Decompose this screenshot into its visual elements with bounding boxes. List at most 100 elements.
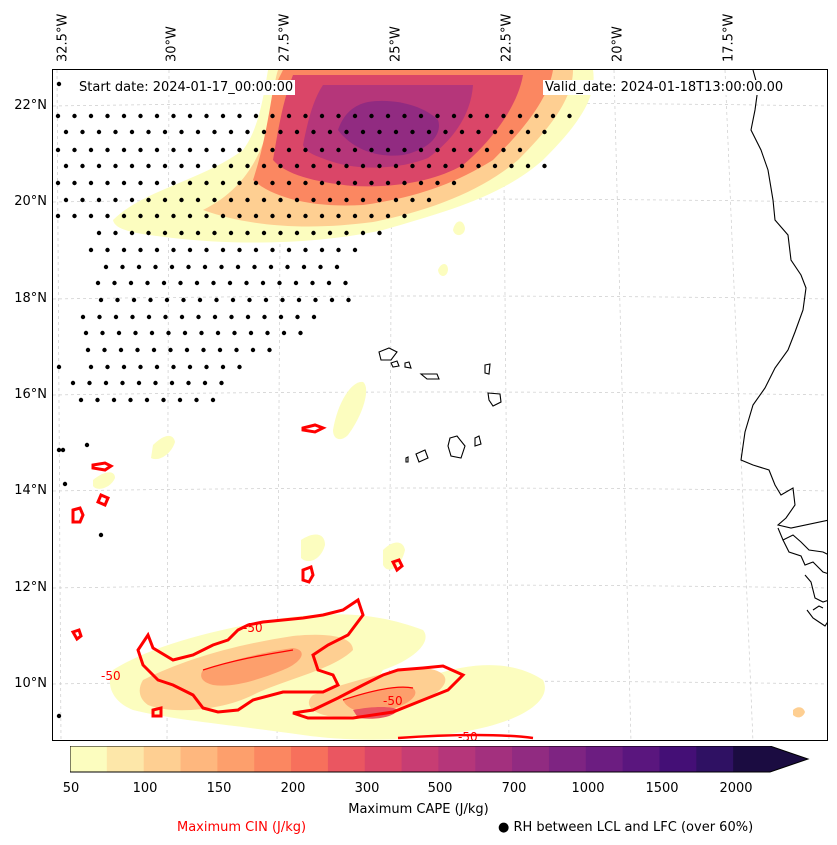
rh-dot bbox=[435, 147, 440, 153]
rh-dot bbox=[210, 397, 216, 403]
colorbar-tick: 1000 bbox=[571, 781, 605, 796]
colorbar-tick: 150 bbox=[206, 781, 232, 796]
rh-dot bbox=[187, 147, 193, 153]
rh-dot bbox=[195, 197, 201, 203]
colorbar-segment bbox=[585, 746, 624, 772]
rh-dot bbox=[169, 264, 175, 270]
colorbar-segment bbox=[106, 746, 145, 772]
rh-dot bbox=[270, 180, 275, 186]
rh-dot bbox=[352, 247, 358, 253]
rh-dot bbox=[352, 180, 358, 186]
rh-dot bbox=[171, 213, 176, 219]
rh-dot bbox=[96, 197, 102, 203]
rh-dot bbox=[129, 197, 135, 203]
rh-dot bbox=[80, 314, 86, 320]
rh-dot bbox=[237, 247, 242, 253]
rh-dot bbox=[138, 364, 143, 370]
rh-dot bbox=[311, 230, 316, 236]
rh-dot bbox=[311, 314, 317, 320]
rh-dot bbox=[88, 247, 94, 253]
rh-dot bbox=[237, 113, 242, 119]
rh-dot bbox=[212, 314, 218, 320]
start-date-label: Start date: 2024-01-17_00:00:00 bbox=[77, 80, 296, 95]
rh-dot bbox=[111, 397, 117, 403]
map-canvas: -50 -50 -50 -50 bbox=[53, 70, 827, 740]
lat-label-18n: 18°N bbox=[14, 291, 47, 306]
rh-dot bbox=[212, 129, 217, 135]
rh-dot bbox=[270, 113, 275, 119]
rh-dot bbox=[146, 197, 151, 203]
rh-dot bbox=[252, 264, 257, 270]
rh-dot bbox=[303, 247, 308, 253]
lon-label-20w: 20°W bbox=[610, 26, 626, 62]
rh-dot bbox=[393, 129, 399, 135]
rh-dot bbox=[120, 380, 125, 386]
rh-dot bbox=[468, 147, 473, 153]
rh-dot bbox=[426, 163, 432, 169]
rh-dot bbox=[154, 147, 160, 153]
rh-dot bbox=[194, 397, 199, 403]
rh-dot bbox=[63, 197, 69, 203]
rh-dot bbox=[451, 147, 457, 153]
rh-dot bbox=[154, 247, 160, 253]
rh-dot bbox=[229, 314, 234, 320]
rh-dot bbox=[410, 129, 415, 135]
colorbar-tick: 700 bbox=[501, 781, 527, 796]
rh-dot bbox=[296, 297, 302, 303]
cape-field-north bbox=[113, 70, 594, 276]
rh-dot bbox=[136, 380, 142, 386]
rh-dot bbox=[293, 280, 299, 286]
rh-dot bbox=[113, 129, 118, 135]
rh-dot bbox=[286, 247, 292, 253]
colorbar-tick: 2000 bbox=[719, 781, 753, 796]
colorbar-tick: 50 bbox=[62, 781, 80, 796]
rh-dot bbox=[161, 397, 166, 403]
rh-dot bbox=[377, 129, 382, 135]
lat-label-16n: 16°N bbox=[14, 387, 47, 402]
rh-dot bbox=[153, 380, 158, 386]
rh-dot bbox=[237, 180, 242, 186]
rh-dot bbox=[235, 264, 241, 270]
rh-dot bbox=[278, 129, 283, 135]
rh-dot bbox=[148, 297, 153, 303]
rh-dot bbox=[261, 163, 267, 169]
rh-dot bbox=[219, 264, 224, 270]
rh-dot bbox=[426, 197, 432, 203]
rh-dot bbox=[154, 213, 160, 219]
rh-dot bbox=[105, 113, 110, 119]
rh-dot bbox=[360, 197, 366, 203]
rh-dot bbox=[55, 147, 61, 153]
rh-dot bbox=[95, 280, 101, 286]
colorbar-tick: 100 bbox=[132, 781, 158, 796]
rh-dot bbox=[492, 129, 498, 135]
rh-dot bbox=[410, 163, 415, 169]
rh-dot bbox=[319, 147, 325, 153]
rh-dot bbox=[228, 197, 234, 203]
rh-dot bbox=[153, 264, 158, 270]
rh-dot bbox=[418, 113, 424, 119]
rh-dot bbox=[144, 397, 150, 403]
rh-dot bbox=[435, 113, 440, 119]
rh-dot bbox=[129, 163, 135, 169]
rh-dot bbox=[418, 180, 424, 186]
rh-dot bbox=[154, 364, 160, 370]
rh-dot bbox=[319, 113, 325, 119]
rh-dot bbox=[260, 280, 266, 286]
rh-dot bbox=[121, 180, 127, 186]
lat-label-20n: 20°N bbox=[14, 194, 47, 209]
rh-dot bbox=[268, 264, 274, 270]
rh-dot bbox=[87, 380, 92, 386]
rh-dot bbox=[313, 297, 318, 303]
rh-dot bbox=[169, 380, 175, 386]
lon-label-30w: 30°W bbox=[164, 26, 180, 62]
rh-dot bbox=[402, 113, 407, 119]
rh-dot bbox=[443, 163, 448, 169]
lat-label-10n: 10°N bbox=[14, 676, 47, 691]
rh-dot bbox=[199, 330, 204, 336]
rh-dot bbox=[212, 163, 217, 169]
rh-dot bbox=[319, 213, 325, 219]
rh-dot bbox=[550, 113, 556, 119]
rh-dot bbox=[310, 280, 315, 286]
rh-dot bbox=[509, 163, 514, 169]
lat-label-22n: 22°N bbox=[14, 98, 47, 113]
